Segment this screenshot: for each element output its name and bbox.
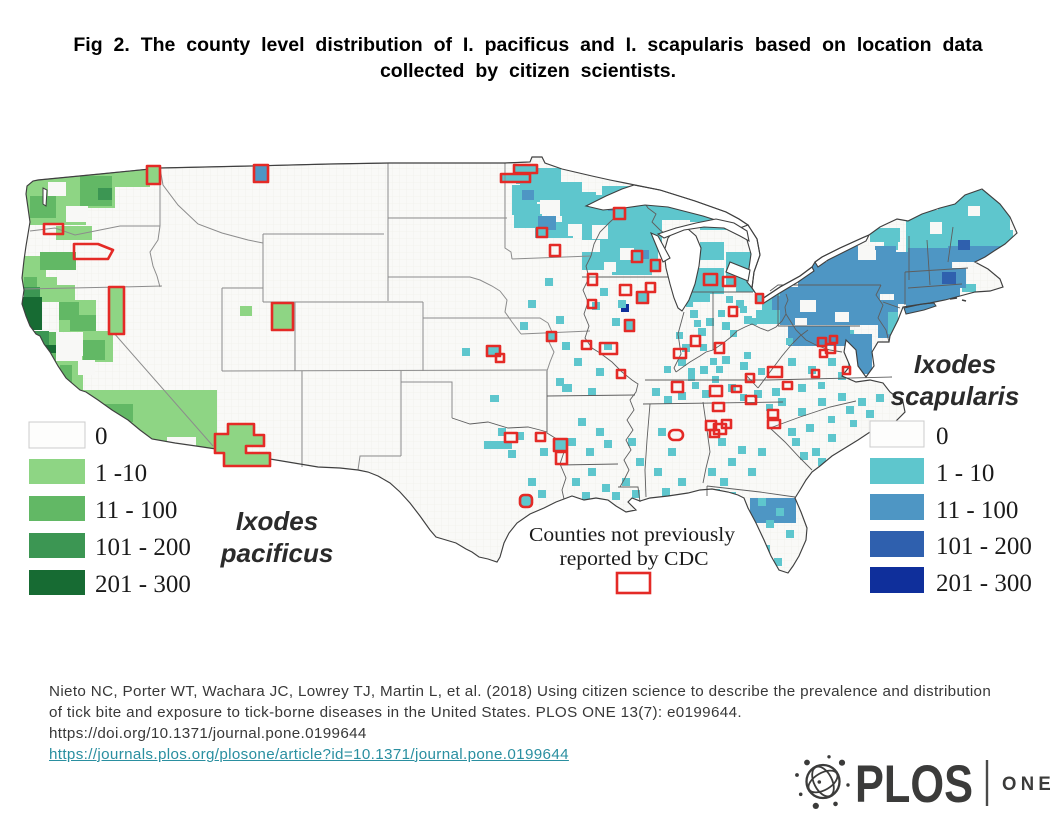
svg-text:1 - 10: 1 - 10 — [936, 460, 994, 487]
svg-text:0: 0 — [95, 423, 108, 450]
svg-text:101 - 200: 101 - 200 — [95, 534, 191, 561]
svg-text:PLOS: PLOS — [855, 755, 973, 814]
svg-text:1 -10: 1 -10 — [95, 460, 147, 487]
svg-text:0: 0 — [936, 423, 949, 450]
svg-text:Counties not previously: Counties not previously — [529, 524, 736, 546]
svg-text:11 - 100: 11 - 100 — [936, 497, 1018, 524]
svg-text:reported by CDC: reported by CDC — [560, 548, 709, 570]
svg-text:Ixodes: Ixodes — [236, 506, 318, 536]
svg-text:ONE: ONE — [1002, 773, 1055, 795]
svg-text:pacificus: pacificus — [220, 538, 334, 568]
svg-text:11 - 100: 11 - 100 — [95, 497, 177, 524]
svg-text:scapularis: scapularis — [891, 381, 1020, 411]
svg-text:101 - 200: 101 - 200 — [936, 533, 1032, 560]
svg-text:201 - 300: 201 - 300 — [936, 570, 1032, 597]
svg-text:Ixodes: Ixodes — [914, 349, 996, 379]
svg-text:201 - 300: 201 - 300 — [95, 571, 191, 598]
